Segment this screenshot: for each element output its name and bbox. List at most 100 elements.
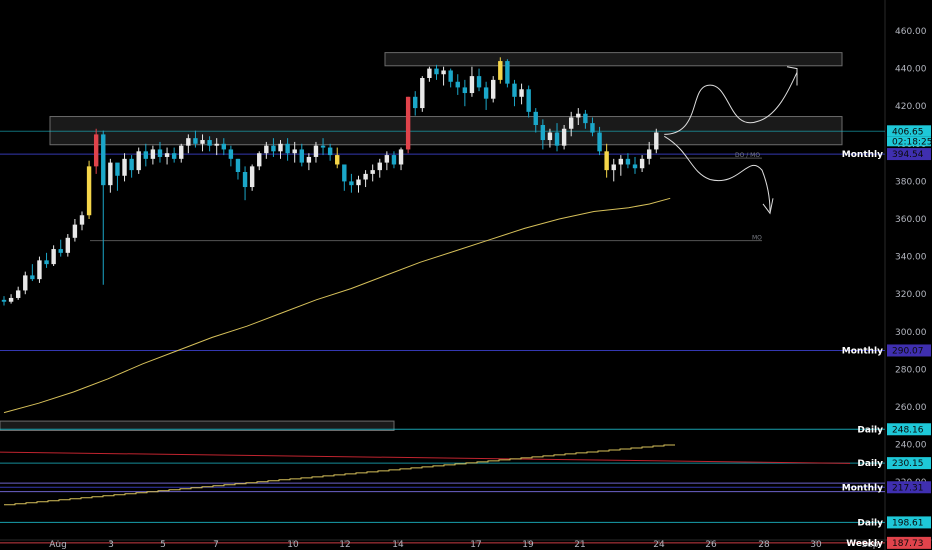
candle-body (292, 149, 297, 154)
candle-body (207, 140, 212, 146)
candle (278, 140, 283, 159)
x-tick-label: 10 (287, 540, 299, 550)
candle-body (44, 260, 49, 265)
level-value-label: 187.73 (892, 539, 924, 549)
candle (306, 153, 312, 171)
candle (632, 156, 638, 174)
level-name-label: Weekly (846, 539, 883, 549)
candle (179, 143, 184, 163)
candle-body (235, 158, 241, 172)
bullish-projection-arrow (664, 72, 798, 135)
candle-body (23, 275, 28, 291)
candle-body (193, 138, 198, 144)
candle-body (257, 153, 262, 167)
candle-body (413, 96, 418, 109)
candle (540, 119, 546, 150)
candle (597, 126, 602, 156)
level-badge (887, 536, 931, 549)
candle (313, 141, 319, 163)
candle (505, 59, 510, 88)
candle-body (242, 172, 248, 188)
y-tick-label: 320.00 (895, 290, 927, 300)
level-badge (887, 344, 931, 357)
candle-body (639, 158, 645, 169)
candle (115, 162, 120, 191)
candle-body (72, 224, 78, 238)
level-value-label: 217.31 (892, 483, 924, 493)
moving-average-line (3, 197, 671, 414)
candle-body (491, 79, 496, 99)
candle (299, 143, 304, 167)
candle-body (278, 143, 283, 152)
candle (214, 138, 219, 156)
level-value-label: 290.07 (892, 346, 924, 356)
candle (129, 155, 134, 178)
candle (398, 147, 404, 171)
candle (455, 74, 460, 95)
candle (207, 136, 212, 152)
candle-body (143, 151, 148, 159)
candle-body (93, 134, 99, 167)
candle-body (342, 164, 347, 182)
candle (58, 239, 63, 257)
x-tick-label: Aug (49, 540, 67, 550)
y-tick-label: 240.00 (895, 441, 927, 451)
candle (285, 138, 290, 161)
candle (242, 166, 248, 201)
candle-body (434, 68, 439, 75)
candle-body (65, 237, 71, 253)
candle-body (590, 123, 595, 133)
candle (654, 128, 659, 154)
candle (157, 141, 163, 163)
candle (646, 141, 652, 165)
bearish-arrowhead (762, 198, 774, 215)
candle (37, 256, 42, 283)
candle-body (363, 173, 368, 180)
candle-body (597, 132, 602, 152)
y-tick-label: 380.00 (895, 177, 927, 187)
candle-body (164, 153, 170, 157)
candle (292, 141, 297, 163)
candle-body (299, 149, 304, 163)
y-tick-label: 280.00 (895, 365, 927, 375)
x-tick-label: 7 (213, 540, 219, 550)
candle-body (533, 111, 538, 125)
candle-body (569, 117, 574, 129)
resistance-zone-top (384, 52, 843, 67)
candle-body (654, 132, 659, 150)
bullish-arrowhead (786, 66, 798, 86)
candle (561, 125, 567, 150)
candle-body (214, 143, 219, 146)
candle (405, 96, 411, 154)
candle-body (547, 132, 553, 141)
candle-body (455, 81, 460, 88)
candle (363, 170, 368, 188)
declining-trend-line (0, 451, 851, 464)
level-badge (887, 516, 931, 529)
candle-body (186, 138, 191, 146)
candle (370, 164, 375, 182)
y-tick-label: 440.00 (895, 65, 927, 75)
candle-body (604, 151, 609, 171)
candle (639, 155, 645, 172)
x-tick-label: 12 (339, 540, 350, 550)
candle (171, 147, 177, 163)
candle (590, 117, 595, 137)
x-tick-label: 5 (160, 540, 166, 550)
x-tick-label: 26 (705, 540, 717, 550)
level-name-label: Daily (857, 425, 883, 435)
candle (441, 66, 446, 86)
candle-body (576, 113, 581, 118)
candle (235, 158, 241, 180)
candle-body (221, 143, 226, 150)
candle (335, 147, 340, 169)
candle-body (171, 153, 177, 159)
x-tick-label: 28 (758, 540, 770, 550)
candle-body (498, 61, 503, 80)
candle-body (179, 145, 184, 159)
level-name-label: Monthly (842, 483, 883, 493)
candle-body (108, 162, 113, 186)
candle-body (526, 89, 531, 112)
candle (583, 109, 588, 129)
candle-body (136, 151, 141, 171)
